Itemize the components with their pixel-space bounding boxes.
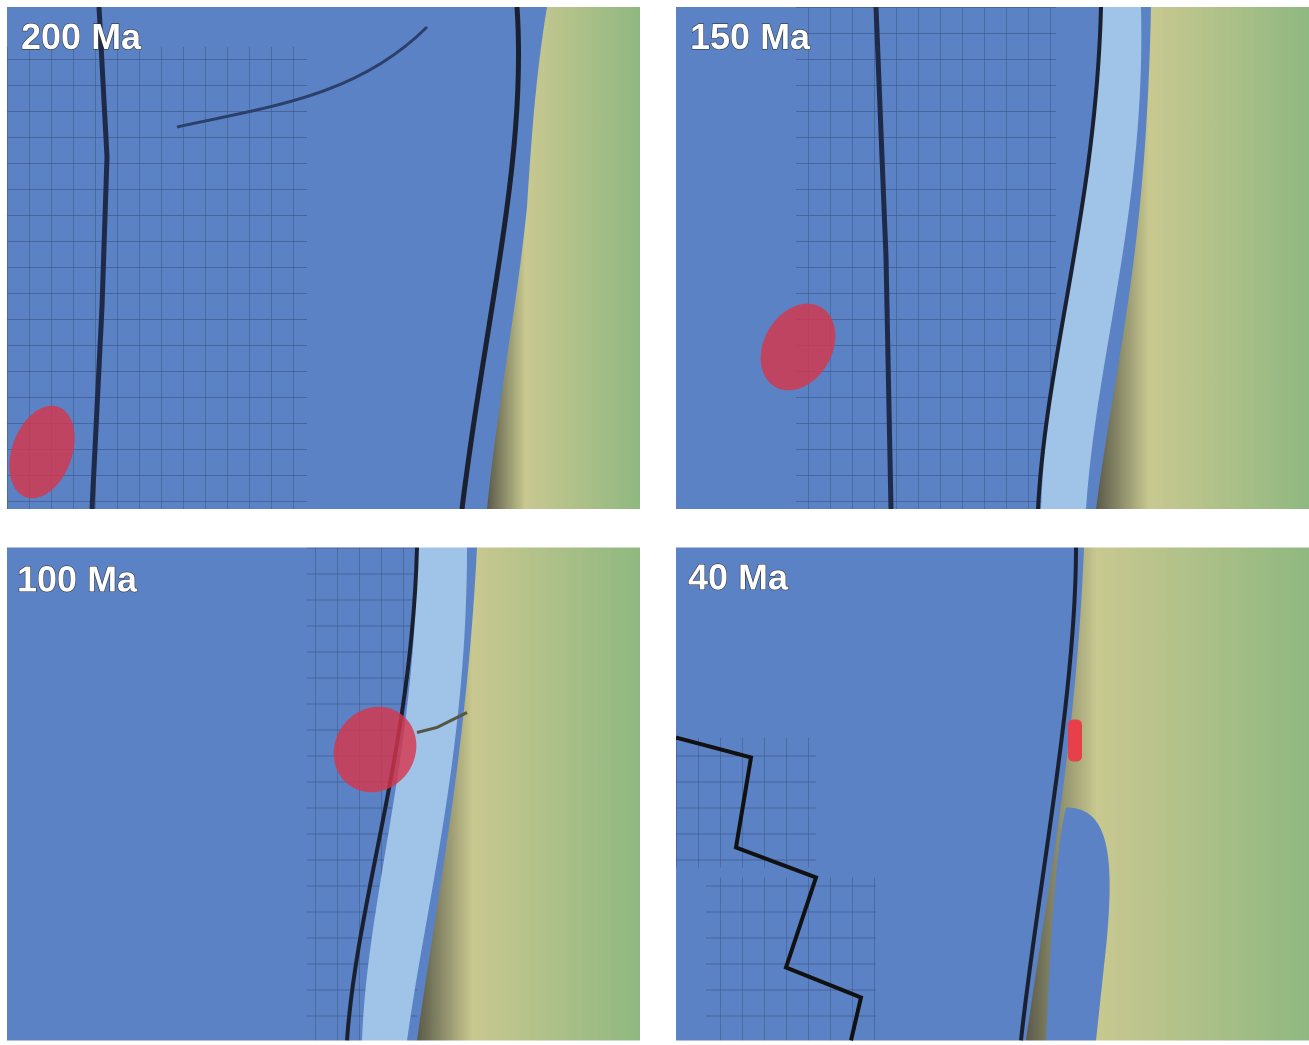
panel-label: 40 Ma (688, 557, 789, 598)
panel-200: 200 Ma (7, 7, 640, 509)
panel-label: 150 Ma (690, 16, 811, 57)
panel-label: 100 Ma (17, 559, 138, 600)
panel-100: 100 Ma (7, 543, 640, 1045)
panel-label: 200 Ma (21, 16, 142, 57)
panel-40: 40 Ma (676, 543, 1309, 1045)
figure: {"panels":[{"label":"200 Ma"},{"label":"… (0, 0, 1309, 1036)
panel-150: 150 Ma (676, 7, 1309, 509)
